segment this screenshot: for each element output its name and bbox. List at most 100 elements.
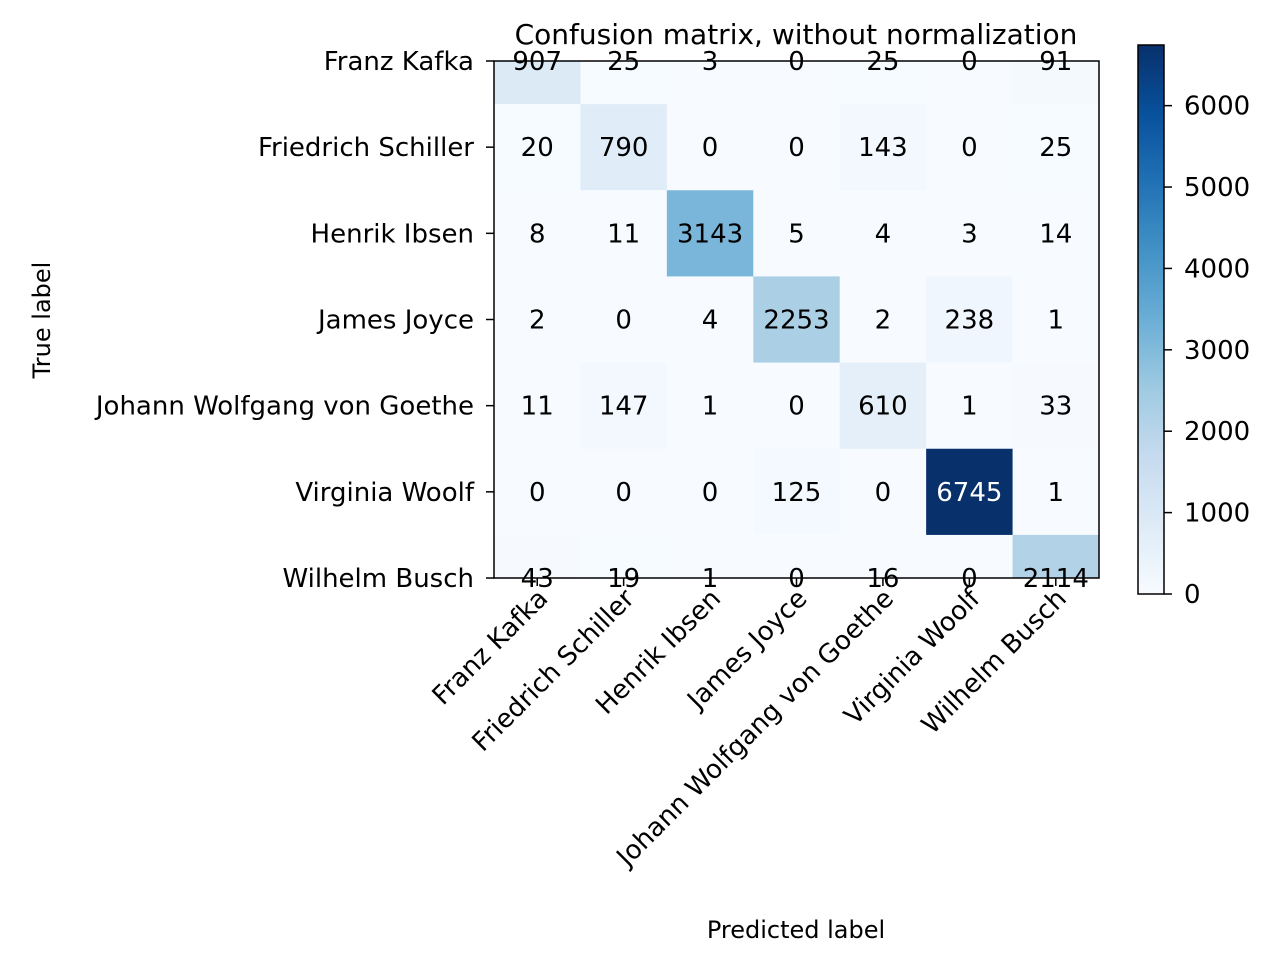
- matrix-cell: [494, 104, 581, 191]
- cell-value-label: 2253: [763, 306, 829, 336]
- colorbar: [1137, 44, 1165, 595]
- colorbar-tick-label: 6000: [1184, 92, 1250, 122]
- y-tick-label: Henrik Ibsen: [311, 219, 474, 249]
- cell-value-label: 238: [945, 306, 995, 336]
- matrix-cell: [839, 276, 927, 364]
- cell-value-label: 25: [1039, 133, 1072, 163]
- cell-value-label: 2: [529, 306, 546, 336]
- matrix-cell: [753, 534, 841, 579]
- matrix-cell: [839, 104, 927, 191]
- cell-value-label: 4: [875, 219, 892, 249]
- matrix-cell: [666, 276, 754, 364]
- cell-value-label: 0: [788, 392, 805, 422]
- matrix-cell: [753, 61, 841, 105]
- cell-value-label: 4: [702, 306, 719, 336]
- matrix-cell: [666, 61, 754, 105]
- cell-value-label: 3: [961, 219, 978, 249]
- matrix-cell: [926, 104, 1014, 191]
- matrix-cell: [580, 61, 668, 105]
- matrix-cell: [666, 534, 754, 579]
- matrix-cell: [926, 534, 1014, 579]
- matrix-cell: [580, 448, 668, 536]
- colorbar-tick-label: 0: [1184, 580, 1201, 610]
- cell-value-label: 3: [702, 47, 719, 77]
- matrix-cell: [839, 190, 927, 277]
- y-tick-label: Wilhelm Busch: [282, 564, 474, 594]
- cell-value-label: 6745: [936, 478, 1002, 508]
- matrix-cell: [494, 534, 581, 579]
- colorbar-tick-label: 3000: [1184, 336, 1250, 366]
- matrix-cell: [666, 448, 754, 536]
- cell-value-label: 610: [858, 392, 908, 422]
- matrix-cell: [926, 190, 1014, 277]
- y-tick-label: Franz Kafka: [324, 47, 474, 77]
- cell-value-label: 0: [875, 478, 892, 508]
- colorbar-tick-label: 4000: [1184, 254, 1250, 284]
- matrix-cell: [753, 448, 841, 536]
- y-tick-label: Virginia Woolf: [295, 478, 475, 508]
- chart-title: Confusion matrix, without normalization: [515, 18, 1078, 51]
- cell-value-label: 790: [599, 133, 649, 163]
- cell-value-label: 0: [961, 47, 978, 77]
- matrix-cells: [494, 61, 1100, 579]
- colorbar-ticks: 0 1000 2000 3000 4000 5000 6000: [1164, 92, 1250, 610]
- x-tick-label: Wilhelm Busch: [916, 584, 1073, 741]
- cell-value-label: 0: [529, 478, 546, 508]
- cell-value-label: 1: [1048, 306, 1065, 336]
- matrix-cell: [1012, 104, 1100, 191]
- matrix-cell: [580, 534, 668, 579]
- matrix-cell: [494, 362, 581, 450]
- colorbar-tick-label: 2000: [1184, 417, 1250, 447]
- colorbar-tick-label: 1000: [1184, 499, 1250, 529]
- cell-value-label: 1: [961, 392, 978, 422]
- y-axis-label: True label: [28, 262, 56, 380]
- cell-value-label: 8: [529, 219, 546, 249]
- x-tick-label: Friedrich Schiller: [467, 584, 641, 758]
- matrix-cell: [839, 362, 927, 450]
- cell-value-label: 1: [702, 392, 719, 422]
- matrix-cell: [753, 362, 841, 450]
- cell-value-label: 25: [866, 47, 899, 77]
- cell-value-label: 25: [607, 47, 640, 77]
- matrix-cell: [1012, 61, 1100, 105]
- matrix-cell: [839, 534, 927, 579]
- cell-value-label: 907: [512, 47, 562, 77]
- cell-value-label: 11: [521, 392, 554, 422]
- matrix-cell: [1012, 276, 1100, 364]
- cell-value-label: 0: [788, 47, 805, 77]
- matrix-cell: [580, 276, 668, 364]
- y-tick-label: Friedrich Schiller: [258, 133, 474, 163]
- cell-value-label: 0: [961, 133, 978, 163]
- matrix-cell: [580, 104, 668, 191]
- cell-value-label: 125: [772, 478, 822, 508]
- matrix-cell: [753, 276, 841, 364]
- matrix-cell: [839, 61, 927, 105]
- matrix-cell: [926, 448, 1014, 536]
- cell-value-label: 5: [788, 219, 805, 249]
- cell-value-label: 14: [1039, 219, 1072, 249]
- colorbar-tick-label: 5000: [1184, 173, 1250, 203]
- cell-value-label: 0: [702, 133, 719, 163]
- matrix-cell: [753, 104, 841, 191]
- cell-value-label: 143: [858, 133, 908, 163]
- cell-value-label: 0: [615, 478, 632, 508]
- matrix-cell: [926, 276, 1014, 364]
- cell-value-label: 2: [875, 306, 892, 336]
- cell-value-label: 0: [788, 133, 805, 163]
- cell-value-label: 33: [1039, 392, 1072, 422]
- matrix-cell: [666, 190, 754, 277]
- cell-value-label: 0: [615, 306, 632, 336]
- y-tick-label: Johann Wolfgang von Goethe: [94, 392, 474, 422]
- matrix-cell: [1012, 534, 1100, 579]
- matrix-cell: [494, 448, 581, 536]
- cell-value-label: 147: [599, 392, 649, 422]
- cell-value-label: 20: [521, 133, 554, 163]
- matrix-cell: [839, 448, 927, 536]
- y-tick-label: James Joyce: [316, 306, 474, 336]
- cell-value-label: 91: [1039, 47, 1072, 77]
- matrix-cell: [926, 61, 1014, 105]
- matrix-cell: [1012, 362, 1100, 450]
- y-axis-ticks: Franz Kafka Friedrich Schiller Henrik Ibse…: [94, 47, 494, 594]
